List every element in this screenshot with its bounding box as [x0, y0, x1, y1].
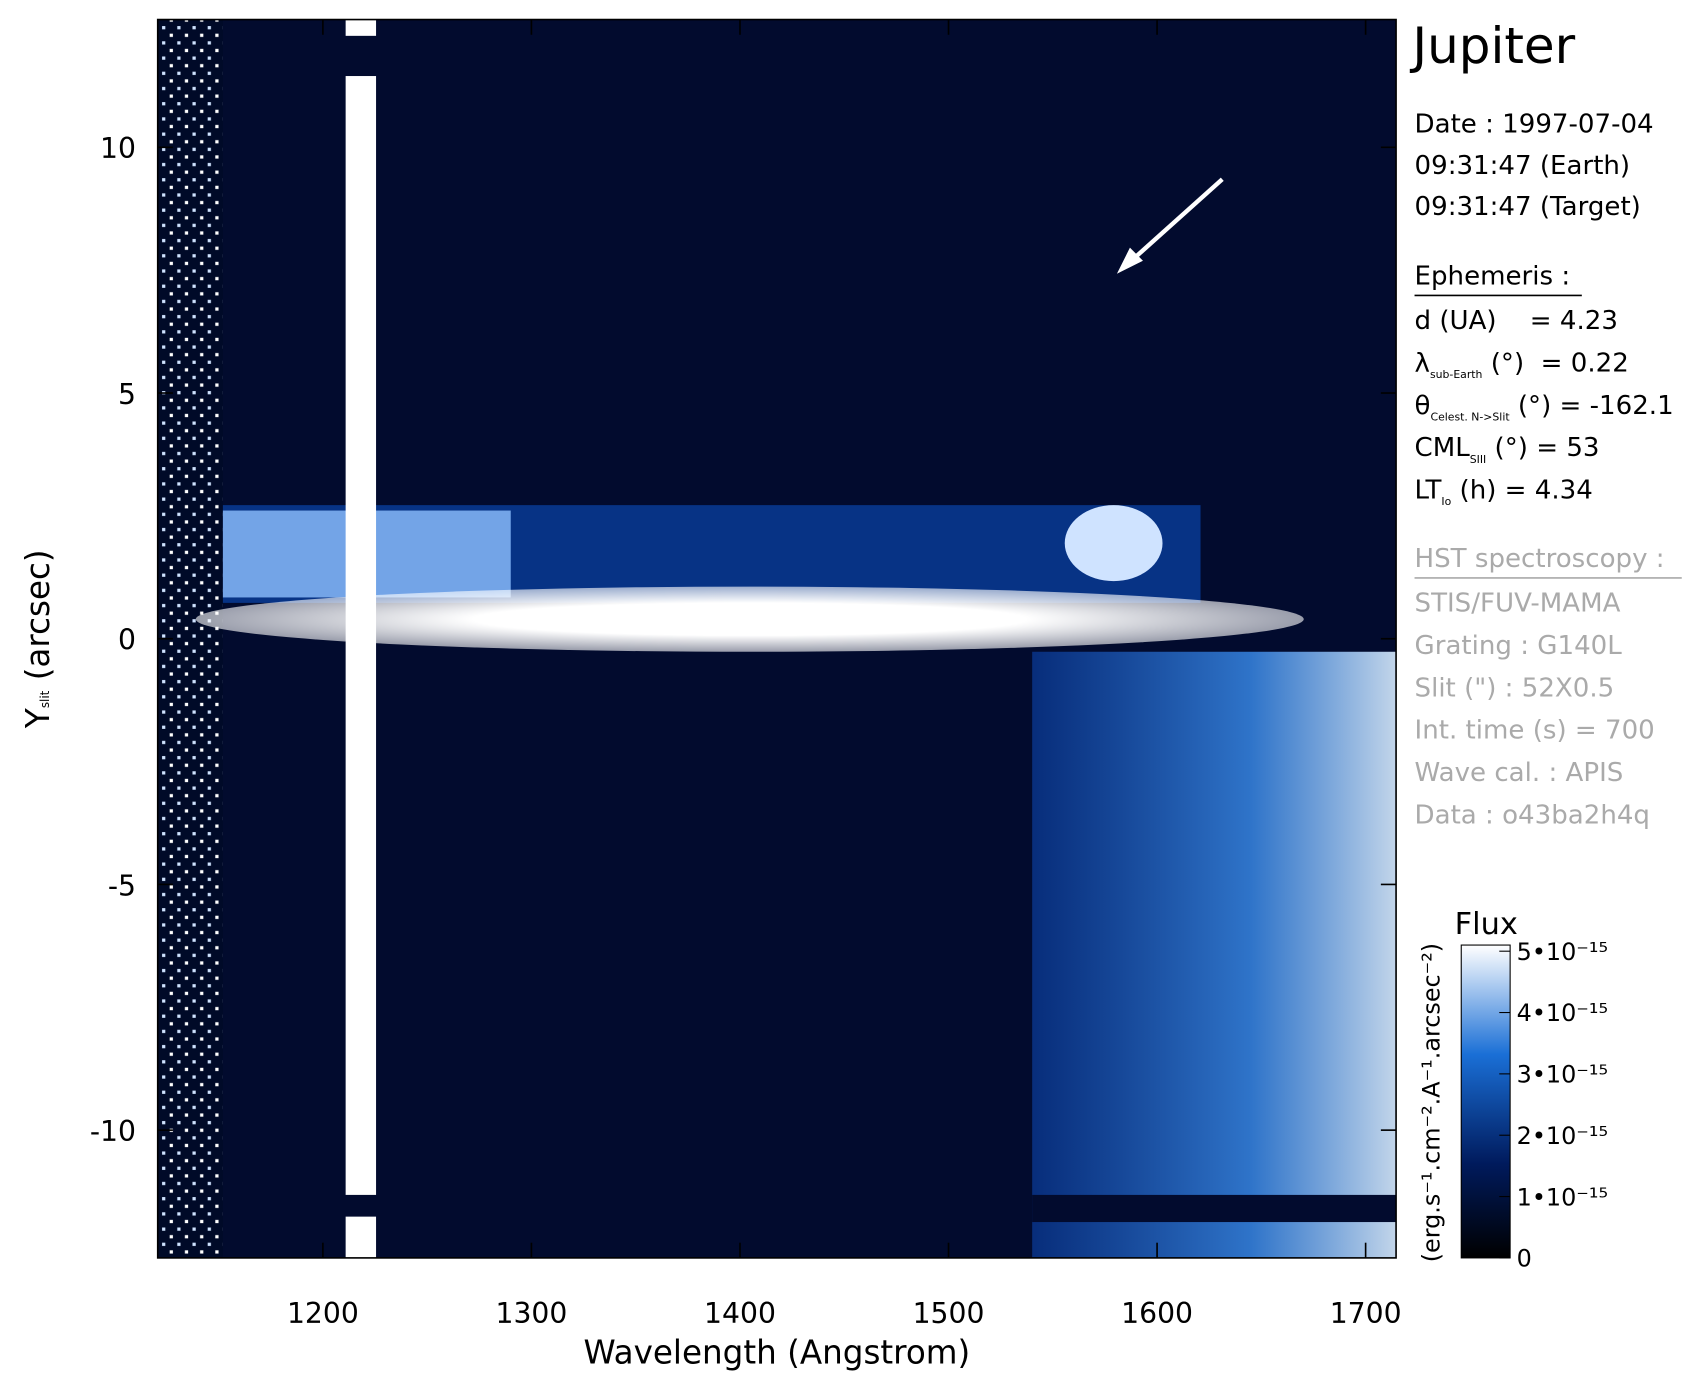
- x-tick-label: 1400: [704, 1297, 776, 1330]
- y-tick-label: -5: [108, 869, 136, 902]
- x-tick-label: 1300: [496, 1297, 568, 1330]
- x-tick-label: 1700: [1330, 1297, 1402, 1330]
- ephemeris-line: θCelest. N->Slit (°) = -162.1: [1415, 391, 1674, 424]
- ephemeris-line: CMLSIII (°) = 53: [1415, 433, 1600, 466]
- hst-line: Wave cal. : APIS: [1415, 758, 1624, 788]
- x-axis-label: Wavelength (Angstrom): [584, 1333, 971, 1371]
- ephemeris-sub: sub-Earth: [1430, 368, 1482, 381]
- colorbar-tick-label: 1•10⁻¹⁵: [1517, 1183, 1608, 1211]
- ephemeris-value: = 4.23: [1497, 306, 1618, 336]
- hst-line: Slit (") : 52X0.5: [1415, 673, 1615, 703]
- ephemeris-sub: Celest. N->Slit: [1430, 410, 1509, 423]
- colorbar: [1460, 944, 1511, 1259]
- x-tick-label: 1200: [287, 1297, 359, 1330]
- y-tick-label: 10: [100, 132, 136, 165]
- colorbar-tick-label: 5•10⁻¹⁵: [1517, 938, 1608, 966]
- hst-line: Data : o43ba2h4q: [1415, 800, 1650, 830]
- spectral-image: [157, 19, 1397, 1258]
- y-tick-label: 0: [118, 624, 136, 657]
- hst-line: STIS/FUV-MAMA: [1415, 589, 1621, 619]
- ephemeris-sub: Io: [1441, 495, 1451, 508]
- y-label-sub: slit: [38, 690, 52, 708]
- y-label-main: Y: [19, 708, 57, 729]
- ephemeris-sub: SIII: [1470, 453, 1487, 466]
- ephemeris-name: CML: [1415, 433, 1471, 463]
- date-line: 09:31:47 (Earth): [1415, 151, 1631, 181]
- chart-title: Jupiter: [1409, 17, 1575, 75]
- x-tick-label: 1600: [1121, 1297, 1193, 1330]
- y-tick-label: 5: [118, 378, 136, 411]
- colorbar-tick-label: 3•10⁻¹⁵: [1517, 1061, 1608, 1089]
- colorbar-title: Flux: [1455, 907, 1518, 942]
- hst-line: Grating : G140L: [1415, 631, 1623, 661]
- colorbar-tick-label: 0: [1517, 1245, 1532, 1273]
- colorbar-label: (erg.s⁻¹.cm⁻².A⁻¹.arcsec⁻²): [1418, 943, 1446, 1262]
- y-tick-label: -10: [90, 1115, 136, 1148]
- ephemeris-value: (°) = -162.1: [1510, 391, 1674, 421]
- hst-line: Int. time (s) = 700: [1415, 716, 1655, 746]
- ephemeris-value: (°) = 0.22: [1482, 349, 1628, 379]
- ephemeris-name: LT: [1415, 476, 1442, 506]
- ephemeris-line: d (UA) = 4.23: [1415, 306, 1618, 336]
- ephemeris-title: Ephemeris :: [1415, 262, 1571, 292]
- ephemeris-line: λsub-Earth (°) = 0.22: [1415, 349, 1629, 382]
- ephemeris-name: d (UA): [1415, 306, 1497, 336]
- x-tick-label: 1500: [913, 1297, 985, 1330]
- hst-title: HST spectroscopy :: [1415, 544, 1665, 574]
- colorbar-tick-label: 2•10⁻¹⁵: [1517, 1122, 1608, 1150]
- ephemeris-line: LTIo (h) = 4.34: [1415, 476, 1593, 509]
- y-axis-label: Yslit (arcsec): [19, 549, 57, 729]
- colorbar-tick-label: 4•10⁻¹⁵: [1517, 999, 1608, 1027]
- ephemeris-name: λ: [1415, 349, 1430, 379]
- ephemeris-value: (h) = 4.34: [1451, 476, 1593, 506]
- date-line: 09:31:47 (Target): [1415, 192, 1641, 222]
- date-line: Date : 1997-07-04: [1415, 110, 1654, 140]
- y-label-rest: (arcsec): [19, 549, 57, 690]
- ephemeris-value: (°) = 53: [1486, 433, 1599, 463]
- ephemeris-name: θ: [1415, 391, 1431, 421]
